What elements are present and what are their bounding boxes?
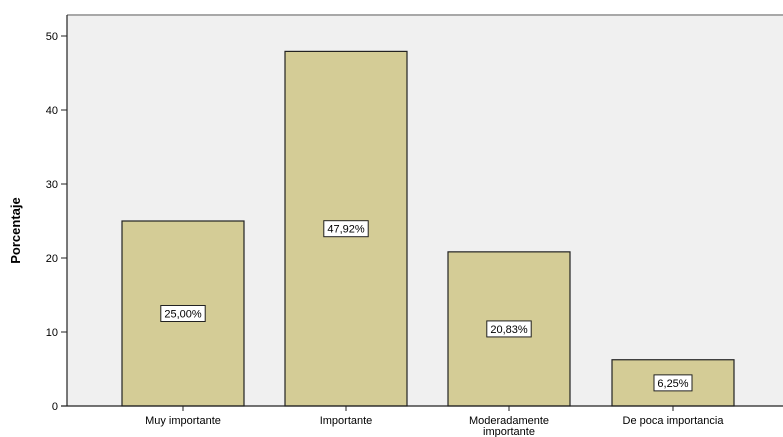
x-tick-label-2-line-0: Moderadamente	[469, 415, 549, 427]
data-label-box-3	[653, 374, 693, 392]
data-label-box-1	[323, 220, 369, 238]
y-tick-label-40: 40	[46, 105, 58, 117]
data-label-1: 47,92%	[327, 224, 365, 236]
y-tick-label-20: 20	[46, 253, 58, 265]
x-tick-label-0: Muy importante	[145, 415, 221, 427]
x-tick-label-2-line-1: importante	[483, 426, 535, 437]
y-tick-label-10: 10	[46, 327, 58, 339]
y-tick-label-30: 30	[46, 179, 58, 191]
data-label-3: 6,25%	[657, 378, 688, 390]
x-tick-label-3: De poca importancia	[623, 415, 725, 427]
data-label-box-0	[160, 305, 206, 322]
y-tick-label-0: 0	[52, 401, 58, 413]
data-label-2: 20,83%	[490, 324, 528, 336]
x-tick-label-1: Importante	[320, 415, 373, 427]
y-tick-label-50: 50	[46, 31, 58, 43]
y-axis-title: Porcentaje	[8, 197, 23, 263]
data-label-box-2	[486, 320, 532, 338]
bars-layer: 25,00% 47,92% 20,83% 6,25%	[121, 50, 735, 407]
data-label-0: 25,00%	[164, 309, 202, 321]
axis-layer: Muy importante Importante Moderadamenteimp…	[46, 14, 783, 437]
